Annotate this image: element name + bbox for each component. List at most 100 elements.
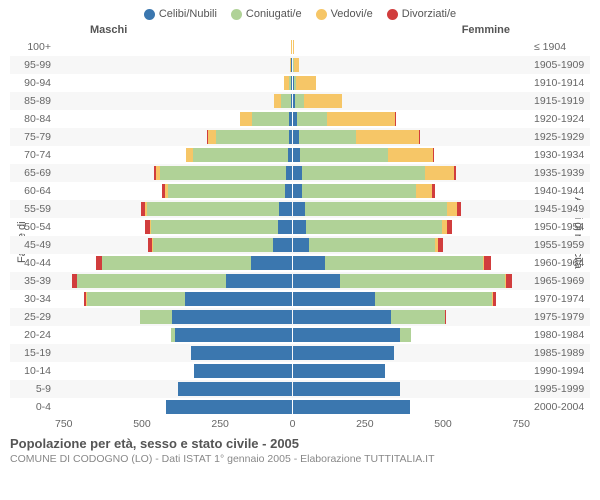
bar-segment	[151, 220, 277, 234]
age-label: 40-44	[10, 257, 55, 269]
bar-segment	[153, 238, 273, 252]
male-bar	[55, 148, 292, 162]
bar-segment	[295, 94, 304, 108]
age-label: 15-19	[10, 347, 55, 359]
legend-swatch	[231, 9, 242, 20]
bar-segment	[291, 58, 292, 72]
x-tick: 500	[133, 418, 151, 430]
male-bar	[55, 130, 292, 144]
bar-segment	[293, 382, 400, 396]
bar-segment	[285, 184, 292, 198]
birth-year-label: 1920-1924	[530, 113, 590, 125]
birth-year-label: 1945-1949	[530, 203, 590, 215]
bar-segment	[168, 184, 285, 198]
bar-segment	[289, 112, 292, 126]
pyramid-row: 50-541950-1954	[10, 218, 590, 236]
pyramid-row: 65-691935-1939	[10, 164, 590, 182]
bar-segment	[457, 202, 461, 216]
bars-wrap	[55, 364, 530, 378]
population-pyramid: Celibi/NubiliConiugati/eVedovi/eDivorzia…	[0, 0, 600, 500]
female-bar	[293, 94, 530, 108]
bars-wrap	[55, 328, 530, 342]
legend-label: Divorziati/e	[402, 8, 456, 20]
birth-year-label: 1980-1984	[530, 329, 590, 341]
bar-segment	[305, 202, 447, 216]
age-label: 85-89	[10, 95, 55, 107]
female-bar	[293, 166, 530, 180]
age-label: 70-74	[10, 149, 55, 161]
bar-segment	[140, 310, 172, 324]
bars-wrap	[55, 220, 530, 234]
bar-segment	[77, 274, 226, 288]
bars-wrap	[55, 238, 530, 252]
male-bar	[55, 382, 292, 396]
bar-segment	[291, 76, 292, 90]
female-bar	[293, 274, 530, 288]
bars-wrap	[55, 58, 530, 72]
female-bar	[293, 202, 530, 216]
female-bar	[293, 76, 530, 90]
chart-subtitle: COMUNE DI CODOGNO (LO) - Dati ISTAT 1° g…	[10, 453, 590, 465]
bars-wrap	[55, 292, 530, 306]
age-label: 20-24	[10, 329, 55, 341]
birth-year-label: 1985-1989	[530, 347, 590, 359]
female-bar	[293, 238, 530, 252]
bar-segment	[293, 292, 375, 306]
bar-segment	[400, 328, 411, 342]
bar-segment	[299, 130, 356, 144]
pyramid-row: 20-24 1980-1984	[10, 326, 590, 344]
female-bar	[293, 346, 530, 360]
bar-segment	[252, 112, 290, 126]
bar-segment	[289, 130, 292, 144]
male-bar	[55, 310, 292, 324]
age-label: 65-69	[10, 167, 55, 179]
age-label: 10-14	[10, 365, 55, 377]
bars-wrap	[55, 346, 530, 360]
bar-segment	[293, 184, 302, 198]
x-tick: 750	[55, 418, 73, 430]
bars-wrap	[55, 382, 530, 396]
legend-swatch	[387, 9, 398, 20]
birth-year-label: 1955-1959	[530, 239, 590, 251]
male-bar	[55, 364, 292, 378]
age-label: 45-49	[10, 239, 55, 251]
bar-segment	[293, 40, 294, 54]
gender-headers: Maschi Femmine	[10, 24, 590, 36]
bar-segment	[147, 202, 280, 216]
female-bar	[293, 184, 530, 198]
pyramid-row: 15-19 1985-1989	[10, 344, 590, 362]
bar-segment	[296, 76, 316, 90]
birth-year-label: 1975-1979	[530, 311, 590, 323]
age-label: 90-94	[10, 77, 55, 89]
pyramid-row: 90-941910-1914	[10, 74, 590, 92]
male-bar	[55, 238, 292, 252]
legend-swatch	[316, 9, 327, 20]
pyramid-row: 40-44 1960-1964	[10, 254, 590, 272]
bar-segment	[306, 220, 442, 234]
pyramid-row: 75-791925-1929	[10, 128, 590, 146]
pyramid-row: 85-891915-1919	[10, 92, 590, 110]
birth-year-label: 2000-2004	[530, 401, 590, 413]
birth-year-label: 1990-1994	[530, 365, 590, 377]
bar-segment	[302, 166, 425, 180]
male-bar	[55, 40, 292, 54]
bars-wrap	[55, 112, 530, 126]
bar-segment	[288, 148, 292, 162]
pyramid-row: 10-14 1990-1994	[10, 362, 590, 380]
male-bar	[55, 256, 292, 270]
bar-segment	[291, 40, 292, 54]
female-bar	[293, 58, 530, 72]
bar-segment	[216, 130, 289, 144]
female-bar	[293, 400, 530, 414]
x-axis-ticks: 7505002500250500750	[55, 418, 530, 430]
female-bar	[293, 148, 530, 162]
bar-segment	[193, 148, 288, 162]
age-label: 55-59	[10, 203, 55, 215]
male-bar	[55, 400, 292, 414]
female-bar	[293, 256, 530, 270]
legend-label: Celibi/Nubili	[159, 8, 217, 20]
header-female: Femmine	[462, 24, 510, 36]
birth-year-label: 1960-1964	[530, 257, 590, 269]
bar-segment	[293, 238, 309, 252]
bar-segment	[191, 346, 292, 360]
